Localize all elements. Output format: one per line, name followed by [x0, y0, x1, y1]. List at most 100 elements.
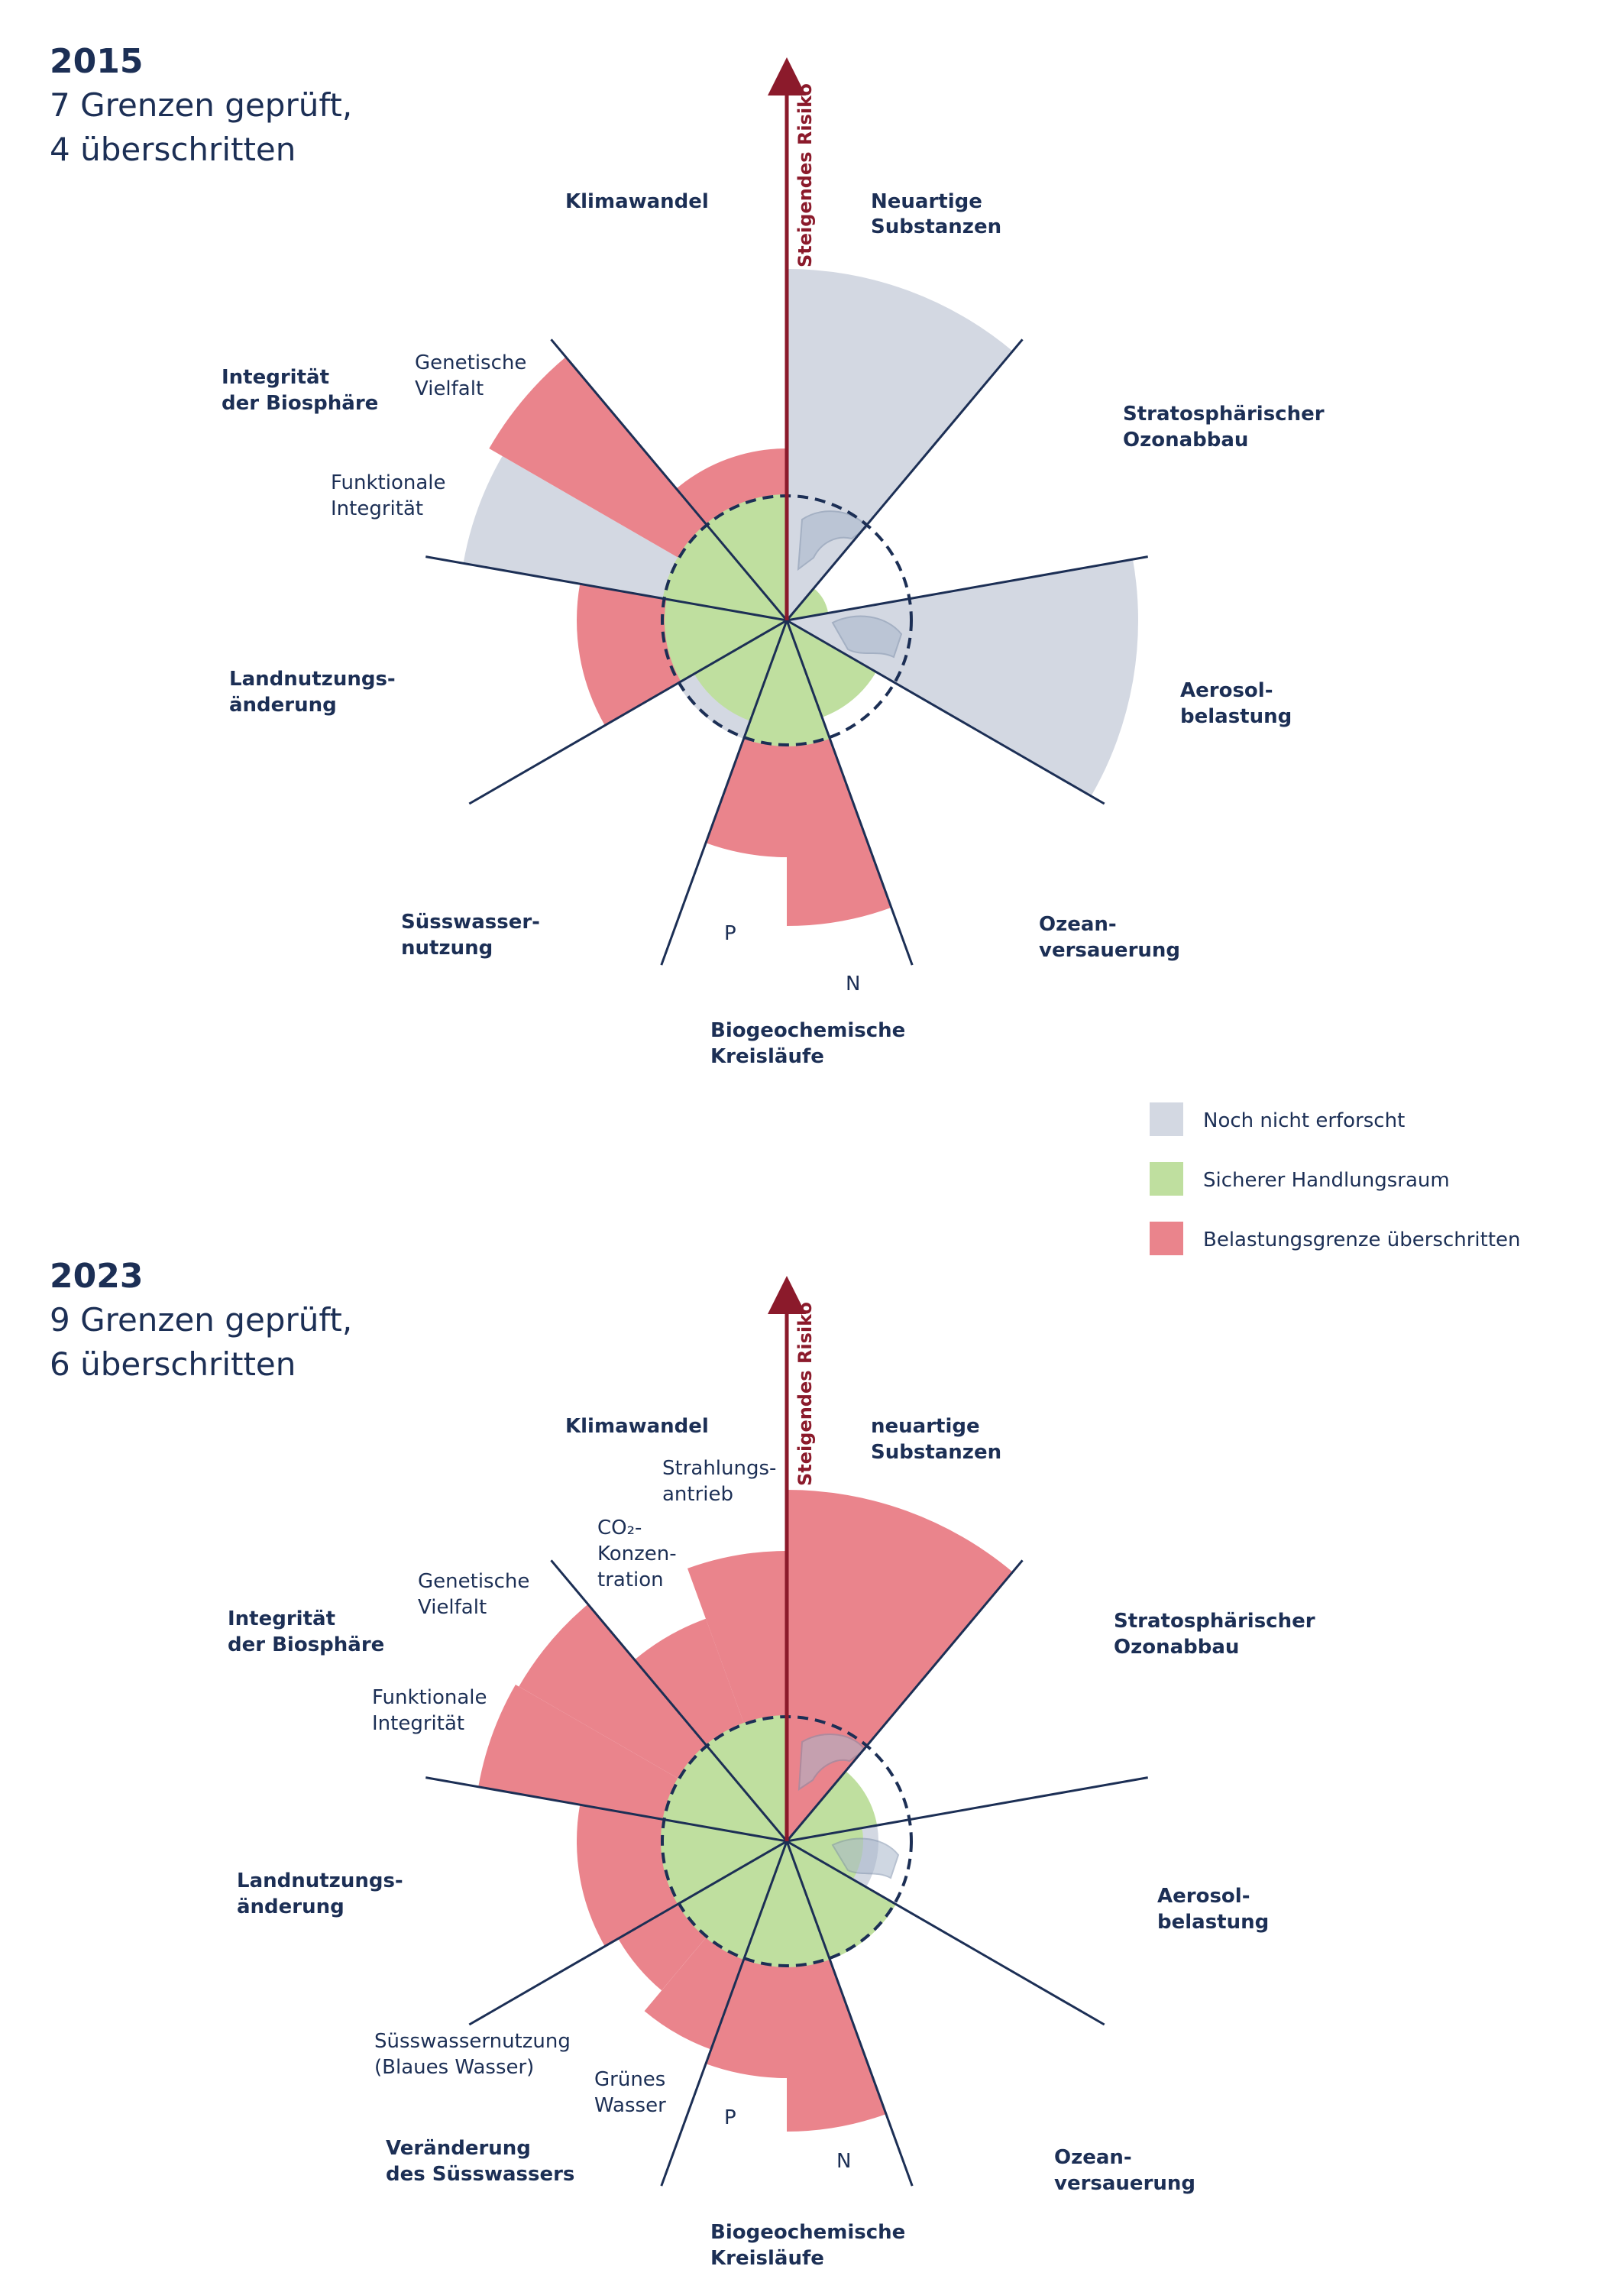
wedge-2015-6: [743, 620, 830, 746]
globe-2023: [797, 1733, 900, 1879]
subtitle-2015-line2: 4 überschritten: [50, 131, 296, 168]
label-land-2023-1: Landnutzungs-: [237, 1870, 403, 1892]
label-ozon-2023-1: Stratosphärischer: [1114, 1610, 1315, 1633]
axis-2015-1: [785, 338, 1024, 621]
diagram-2023: 2023 9 Grenzen geprüft, 6 überschritten …: [50, 1257, 1315, 2270]
subtitle-2015-line1: 7 Grenzen geprüft,: [50, 86, 352, 124]
label-bgc-2015-1: Biogeochemische: [710, 1019, 905, 1042]
axis-2015-5: [660, 620, 788, 966]
label-land-2015-2: änderung: [229, 694, 337, 717]
label-bio-2023-1: Integrität: [228, 1607, 335, 1630]
label-green-2023-1: Grünes: [594, 2068, 665, 2091]
label-ozean-2023-1: Ozean-: [1054, 2146, 1132, 2169]
label-ozean-2015-2: versauerung: [1039, 939, 1180, 962]
label-p-2023: P: [724, 2106, 736, 2129]
label-n-2023: N: [836, 2150, 851, 2173]
axis-2023-4: [785, 1840, 914, 2187]
wedge-2015-14: [662, 494, 787, 620]
label-gen-2015-1: Genetische: [415, 351, 526, 374]
axis-2015-4: [785, 620, 914, 966]
wedges-2015: [463, 268, 1139, 926]
label-bgc-2015-2: Kreisläufe: [710, 1045, 824, 1068]
wedge-2023-7: [743, 1841, 830, 1967]
label-strahl-2023-1: Strahlungs-: [662, 1457, 776, 1480]
legend: Noch nicht erforscht Sicherer Handlungsr…: [1150, 1102, 1521, 1255]
label-bio-2015-1: Integrität: [222, 366, 329, 389]
wedge-2015-10: [664, 599, 787, 681]
label-bio-2015-2: der Biosphäre: [222, 392, 378, 415]
legend-swatch-exceeded: [1150, 1222, 1183, 1255]
axis-2015-6: [468, 619, 788, 805]
label-func-2023-2: Integrität: [372, 1712, 464, 1735]
wedge-2023-10: [678, 1841, 787, 1960]
axis-2023-1: [785, 1559, 1024, 1842]
label-novel-2015-1: Neuartige: [871, 190, 982, 213]
axis-2015-2: [786, 555, 1148, 622]
legend-label-safe: Sicherer Handlungsraum: [1203, 1169, 1450, 1192]
legend-label-exceeded: Belastungsgrenze überschritten: [1203, 1229, 1521, 1251]
year-title-2023: 2023: [50, 1257, 143, 1296]
label-func-2015-1: Funktionale: [331, 471, 446, 494]
label-co2-2023-1: CO₂-: [597, 1517, 642, 1539]
wedge-2023-17: [662, 1715, 787, 1841]
axis-2023-6: [468, 1840, 788, 2026]
label-bgc-2023-1: Biogeochemische: [710, 2221, 905, 2244]
risk-label-2015: Steigendes Risiko: [794, 83, 816, 267]
label-ozon-2015-2: Ozonabbau: [1123, 429, 1248, 452]
label-ozon-2015-1: Stratosphärischer: [1123, 403, 1325, 426]
label-co2-2023-3: tration: [597, 1568, 664, 1591]
label-gen-2023-2: Vielfalt: [418, 1596, 487, 1619]
label-func-2015-2: Integrität: [331, 497, 423, 520]
legend-swatch-not-quantified: [1150, 1102, 1183, 1136]
axis-2015-3: [786, 619, 1105, 805]
label-strahl-2023-2: antrieb: [662, 1483, 733, 1506]
label-aerosol-2023-1: Aerosol-: [1157, 1885, 1250, 1908]
axis-2023-5: [660, 1840, 788, 2187]
label-land-2015-1: Landnutzungs-: [229, 668, 396, 691]
wedge-2023-4: [787, 1841, 896, 1960]
year-title-2015: 2015: [50, 42, 143, 81]
wedge-2015-1: [787, 588, 829, 620]
label-water-2015-2: nutzung: [401, 937, 493, 960]
label-bgc-2023-2: Kreisläufe: [710, 2247, 824, 2270]
label-ozean-2015-1: Ozean-: [1039, 913, 1117, 936]
axis-2015-7: [425, 555, 788, 622]
label-gen-2023-1: Genetische: [418, 1570, 529, 1593]
label-func-2023-1: Funktionale: [372, 1686, 487, 1709]
wedge-2015-3: [787, 620, 876, 717]
axis-2023-3: [786, 1840, 1105, 2026]
wedge-2015-8: [694, 620, 787, 721]
label-blue-2023-2: (Blaues Wasser): [374, 2056, 534, 2079]
axis-2023-2: [786, 1776, 1148, 1843]
label-water-2023-1: Veränderung: [386, 2137, 531, 2160]
legend-swatch-safe: [1150, 1162, 1183, 1196]
subtitle-2023-line2: 6 überschritten: [50, 1345, 296, 1383]
label-ozean-2023-2: versauerung: [1054, 2172, 1195, 2195]
label-p-2015: P: [724, 922, 736, 945]
label-aerosol-2015-1: Aerosol-: [1180, 679, 1273, 702]
label-klimawandel-2015: Klimawandel: [565, 190, 709, 213]
legend-label-not-quantified: Noch nicht erforscht: [1203, 1109, 1405, 1132]
label-novel-2023-1: neuartige: [871, 1415, 980, 1438]
label-water-2015-1: Süsswasser-: [401, 911, 540, 934]
label-blue-2023-1: Süsswassernutzung: [374, 2030, 571, 2053]
label-co2-2023-2: Konzen-: [597, 1543, 677, 1565]
label-aerosol-2023-2: belastung: [1157, 1911, 1269, 1934]
label-klimawandel-2023: Klimawandel: [565, 1415, 709, 1438]
axis-2023-8: [550, 1559, 788, 1842]
label-n-2015: N: [846, 973, 860, 995]
wedge-2023-12: [660, 1819, 787, 1905]
label-gen-2015-2: Vielfalt: [415, 377, 484, 400]
label-bio-2023-2: der Biosphäre: [228, 1633, 384, 1656]
wedge-2023-1: [787, 1771, 878, 1841]
axis-2023-7: [425, 1776, 788, 1843]
label-green-2023-2: Wasser: [594, 2094, 666, 2117]
subtitle-2023-line1: 9 Grenzen geprüft,: [50, 1301, 352, 1339]
label-ozon-2023-2: Ozonabbau: [1114, 1636, 1239, 1659]
diagram-2015: 2015 7 Grenzen geprüft, 4 überschritten …: [50, 42, 1325, 1068]
label-novel-2023-2: Substanzen: [871, 1441, 1001, 1464]
label-land-2023-2: änderung: [237, 1895, 345, 1918]
globe-2015: [797, 510, 903, 659]
label-novel-2015-2: Substanzen: [871, 215, 1001, 238]
